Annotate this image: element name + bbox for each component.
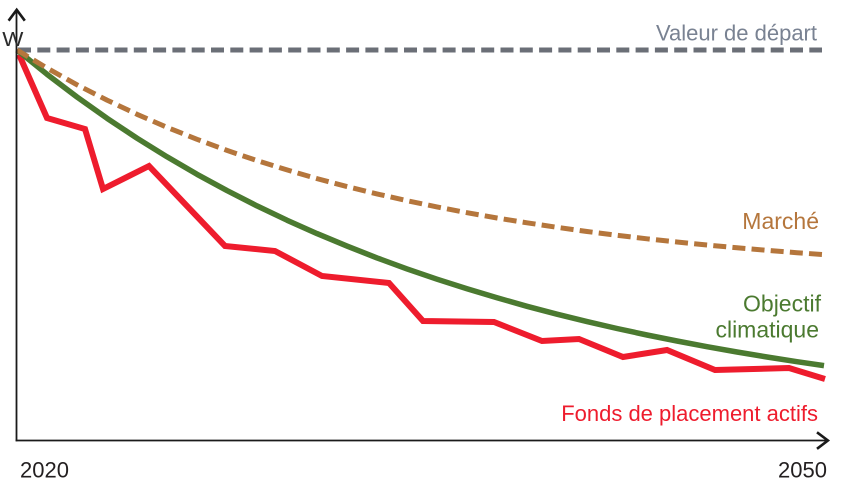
svg-text:Valeur de départ: Valeur de départ [656, 21, 817, 46]
svg-text:2050: 2050 [778, 458, 827, 483]
svg-text:W: W [2, 29, 23, 51]
svg-text:Marché: Marché [742, 208, 819, 234]
svg-text:Fonds de placement actifs: Fonds de placement actifs [561, 401, 818, 426]
svg-text:Objectif: Objectif [743, 291, 822, 317]
svg-text:climatique: climatique [715, 317, 819, 343]
svg-text:2020: 2020 [20, 458, 69, 483]
